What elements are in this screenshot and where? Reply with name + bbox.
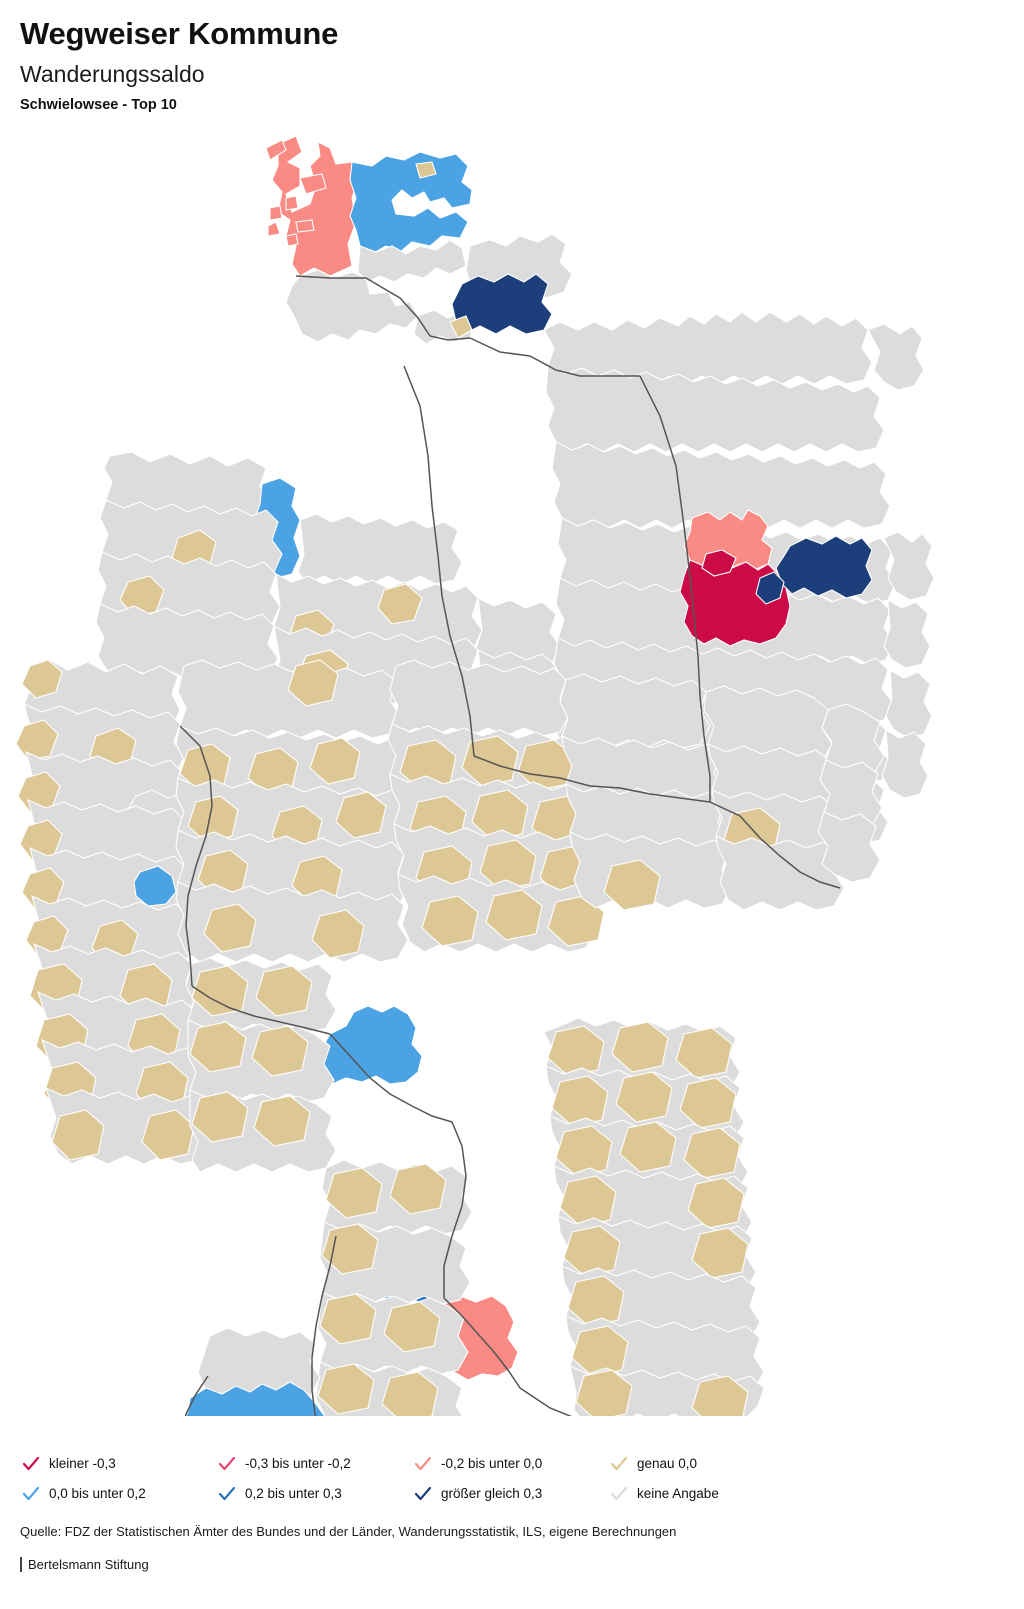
- map-base-layer: [15, 135, 935, 1416]
- legend-item-02-03[interactable]: 0,2 bis unter 0,3: [218, 1485, 414, 1503]
- footer-source: Quelle: FDZ der Statistischen Ämter des …: [20, 1524, 677, 1539]
- page-subtitle: Wanderungssaldo: [20, 60, 205, 87]
- germany-choropleth-map[interactable]: .dist { stroke:#ffffff; stroke-width:1.1…: [0, 126, 1024, 1416]
- legend-item-keine-angabe[interactable]: keine Angabe: [610, 1485, 806, 1503]
- highlight-cluster-brandenburg[interactable]: [679, 509, 873, 647]
- map-svg: .dist { stroke:#ffffff; stroke-width:1.1…: [15, 135, 935, 1416]
- legend-item-minus02-zero[interactable]: -0,2 bis unter 0,0: [414, 1455, 610, 1473]
- state-nordrhein-westfalen[interactable]: [15, 659, 409, 973]
- legend-label: -0,2 bis unter 0,0: [441, 1456, 543, 1472]
- legend-item-kleiner-03[interactable]: kleiner -0,3: [22, 1455, 218, 1473]
- page-caption: Schwielowsee - Top 10: [20, 97, 177, 114]
- legend-label: keine Angabe: [637, 1486, 719, 1502]
- check-icon: [218, 1486, 236, 1501]
- check-icon: [414, 1486, 432, 1501]
- legend-row-positive: 0,0 bis unter 0,2 0,2 bis unter 0,3 größ…: [22, 1479, 1002, 1509]
- state-rheinland-pfalz-saarland[interactable]: [29, 942, 337, 1173]
- legend-label: 0,2 bis unter 0,3: [245, 1486, 342, 1502]
- check-icon: [610, 1486, 628, 1501]
- check-icon: [610, 1456, 628, 1471]
- footer-organisation: Bertelsmann Stiftung: [20, 1556, 149, 1573]
- check-icon: [22, 1456, 40, 1471]
- legend-item-zero-02[interactable]: 0,0 bis unter 0,2: [22, 1485, 218, 1503]
- page-title: Wegweiser Kommune: [20, 16, 339, 51]
- check-icon: [22, 1486, 40, 1501]
- legend-label: kleiner -0,3: [49, 1456, 116, 1472]
- state-hessen-thueringen-sachsen[interactable]: [387, 659, 885, 953]
- legend-item-genau-zero[interactable]: genau 0,0: [610, 1455, 806, 1473]
- footer-org-wrap: Bertelsmann Stiftung: [20, 1556, 1000, 1573]
- header: Wegweiser Kommune Wanderungssaldo Schwie…: [0, 0, 1024, 115]
- state-borders: [179, 275, 841, 1416]
- state-baden-wuerttemberg[interactable]: [180, 1159, 473, 1416]
- legend-label: 0,0 bis unter 0,2: [49, 1486, 146, 1502]
- check-icon: [414, 1456, 432, 1471]
- footer: Quelle: FDZ der Statistischen Ämter des …: [20, 1524, 1000, 1573]
- legend-item-minus03-minus02[interactable]: -0,3 bis unter -0,2: [218, 1455, 414, 1473]
- state-schleswig-holstein[interactable]: [265, 135, 475, 345]
- legend: kleiner -0,3 -0,3 bis unter -0,2 -0,2 bi…: [22, 1449, 1002, 1509]
- legend-label: -0,3 bis unter -0,2: [245, 1456, 351, 1472]
- legend-label: genau 0,0: [637, 1456, 698, 1472]
- legend-item-groesser-03[interactable]: größer gleich 0,3: [414, 1485, 610, 1503]
- state-bayern[interactable]: [437, 1017, 765, 1416]
- legend-label: größer gleich 0,3: [441, 1486, 543, 1502]
- check-icon: [218, 1456, 236, 1471]
- state-mecklenburg-vorpommern[interactable]: [449, 233, 925, 529]
- legend-row-negative: kleiner -0,3 -0,3 bis unter -0,2 -0,2 bi…: [22, 1449, 1002, 1479]
